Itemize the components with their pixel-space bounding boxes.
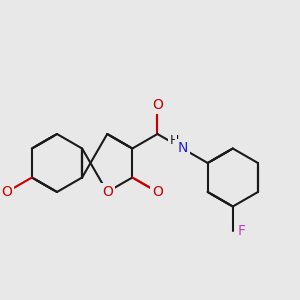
Text: F: F bbox=[238, 224, 246, 238]
Text: O: O bbox=[102, 185, 113, 199]
Text: O: O bbox=[1, 185, 12, 199]
Text: N: N bbox=[177, 142, 188, 155]
Text: O: O bbox=[152, 98, 163, 112]
Text: H: H bbox=[170, 134, 179, 147]
Text: O: O bbox=[152, 185, 163, 199]
